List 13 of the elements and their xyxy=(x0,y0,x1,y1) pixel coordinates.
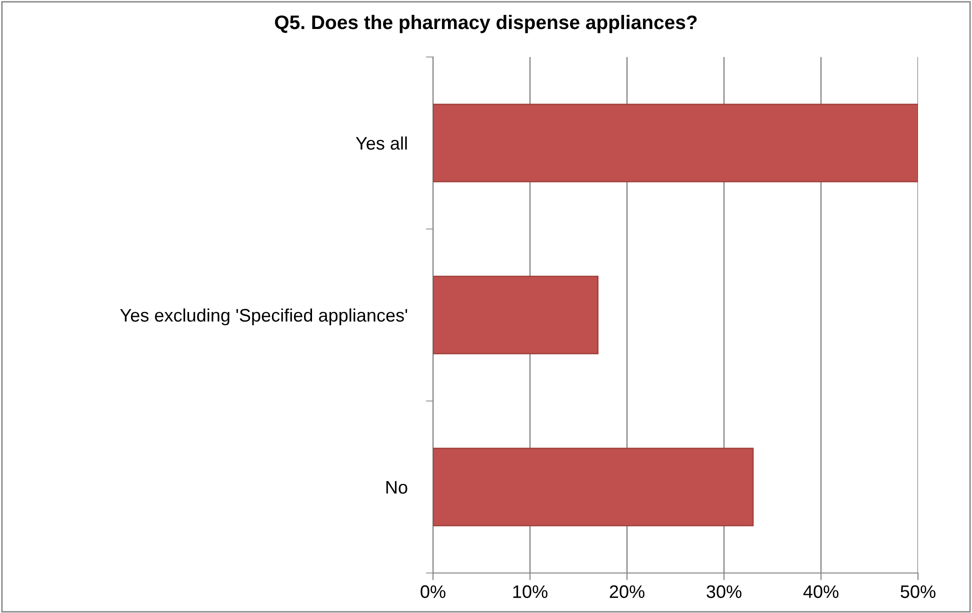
x-tick-label: 50% xyxy=(900,585,936,598)
y-tick-label: Yes all xyxy=(356,136,407,150)
bar xyxy=(433,104,918,182)
bar xyxy=(433,276,598,354)
y-tick-label: Yes excluding 'Specified appliances' xyxy=(120,308,408,326)
bar xyxy=(433,448,754,526)
x-tick-label: 10% xyxy=(513,585,548,598)
x-tick-label: 0% xyxy=(420,585,446,598)
chart-title: Q5. Does the pharmacy dispense appliances? xyxy=(275,14,697,34)
x-tick-label: 40% xyxy=(803,585,838,598)
x-tick-label: 20% xyxy=(610,585,644,598)
x-tick-label: 30% xyxy=(706,585,742,598)
y-tick-label: No xyxy=(386,481,408,494)
